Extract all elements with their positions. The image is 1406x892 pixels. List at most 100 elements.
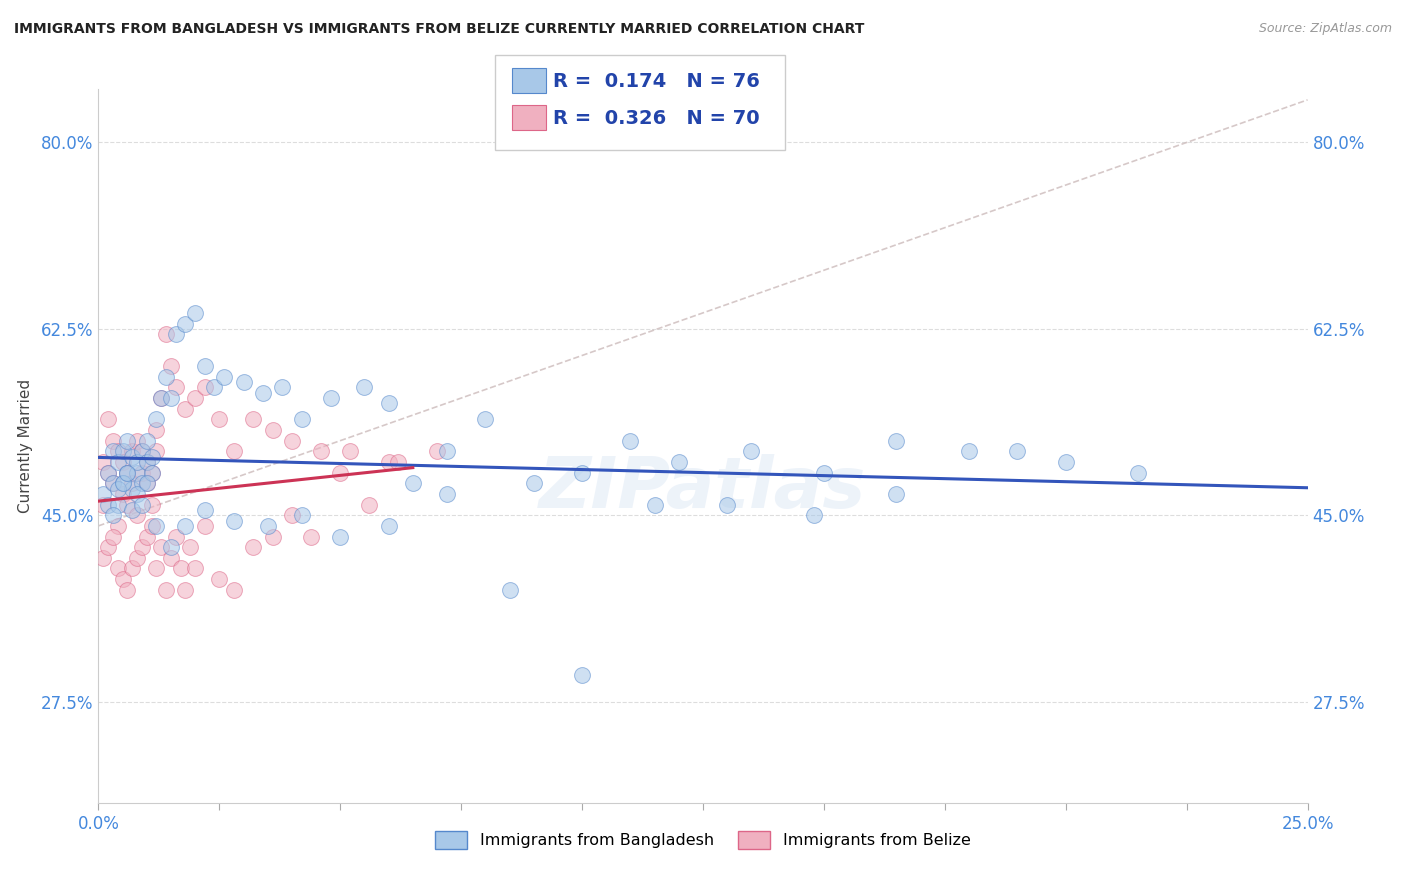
Point [97,540,120,554]
Point [222,514,245,528]
Point [160,359,183,373]
Legend: Immigrants from Bangladesh, Immigrants from Belize: Immigrants from Bangladesh, Immigrants f… [429,824,977,855]
Point [101,434,124,448]
Point [740,444,762,458]
Point [131,476,153,491]
Point [377,396,399,410]
Point [571,668,593,682]
Point [165,529,187,543]
Point [150,391,173,405]
Point [329,529,352,543]
Point [222,582,245,597]
Point [121,450,143,464]
Point [377,519,399,533]
Point [184,306,207,320]
Point [523,476,546,491]
Point [353,380,375,394]
Point [91,455,114,469]
Point [135,476,157,491]
Point [107,444,129,458]
Point [97,466,120,480]
Point [117,582,139,597]
Point [91,550,114,565]
Point [668,455,690,469]
Point [97,466,120,480]
Point [150,540,173,554]
Point [91,498,114,512]
Point [97,498,120,512]
Point [121,482,143,496]
Point [426,444,449,458]
Point [107,561,129,575]
Point [155,327,177,342]
Point [97,412,120,426]
Point [194,503,217,517]
Point [281,508,304,523]
Point [145,412,167,426]
Point [135,434,157,448]
Point [135,455,157,469]
Point [242,412,264,426]
Point [387,455,409,469]
Point [121,503,143,517]
Point [145,444,167,458]
Text: Source: ZipAtlas.com: Source: ZipAtlas.com [1258,22,1392,36]
Point [194,519,217,533]
Point [212,369,235,384]
Point [127,455,149,469]
Point [169,561,191,575]
Point [107,482,129,496]
Point [107,455,129,469]
Point [174,317,197,331]
Point [150,391,173,405]
Point [145,423,167,437]
Point [131,444,153,458]
Point [290,412,312,426]
Point [644,498,666,512]
Point [111,455,134,469]
Point [256,519,278,533]
Y-axis label: Currently Married: Currently Married [18,379,32,513]
Point [436,444,458,458]
Point [498,582,520,597]
Point [117,434,139,448]
Point [141,466,163,480]
Point [160,540,183,554]
Point [208,412,231,426]
Point [135,455,157,469]
Point [141,498,163,512]
Point [174,582,197,597]
Point [184,561,207,575]
Point [957,444,980,458]
Point [359,498,381,512]
Point [121,476,143,491]
Point [329,466,352,480]
Point [117,466,139,480]
Point [1054,455,1077,469]
Point [111,444,134,458]
Point [262,423,284,437]
Point [131,444,153,458]
Point [179,540,201,554]
Point [309,444,332,458]
Point [131,540,153,554]
Point [252,385,274,400]
Point [339,444,361,458]
Point [803,508,825,523]
Text: R =  0.174   N = 76: R = 0.174 N = 76 [553,71,759,91]
Point [716,498,738,512]
Point [145,561,167,575]
Point [135,529,157,543]
Point [127,508,149,523]
Point [107,519,129,533]
Point [1007,444,1029,458]
Point [271,380,294,394]
Point [127,550,149,565]
Point [886,434,908,448]
Point [184,391,207,405]
Point [1128,466,1150,480]
Point [194,380,217,394]
Point [281,434,304,448]
Point [377,455,399,469]
Point [121,561,143,575]
